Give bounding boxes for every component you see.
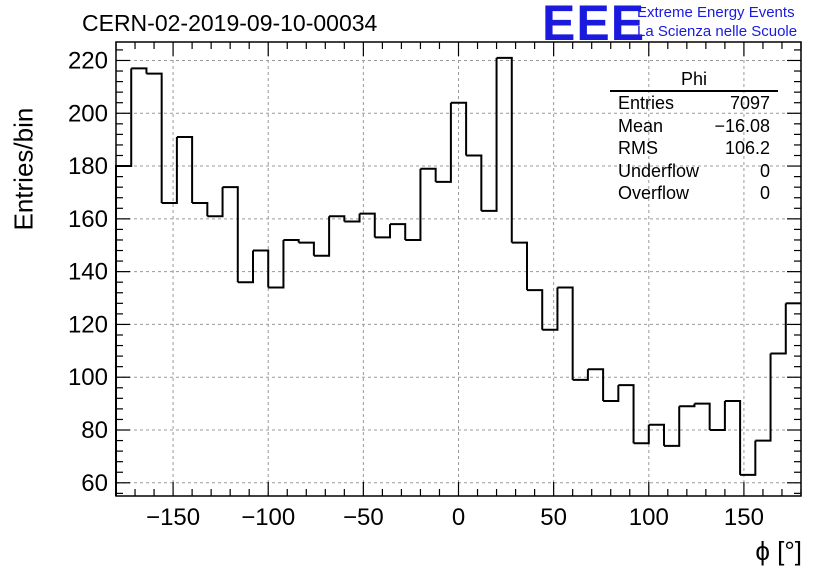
histogram-bin [253, 249, 270, 288]
stats-value: 0 [759, 160, 770, 181]
histogram-bin [587, 368, 605, 401]
x-tick-label: −50 [343, 504, 384, 531]
histogram-bin [633, 424, 650, 445]
stats-value: 7097 [729, 93, 770, 113]
histogram-bin [298, 241, 315, 256]
logo-caption-line-1: Extreme Energy Events [637, 4, 795, 21]
histogram-bin [237, 250, 254, 284]
histogram-bin [664, 406, 681, 447]
stats-label: Entries [618, 93, 675, 113]
stats-value: −16.08 [714, 115, 770, 136]
stats-row-entries: Entries 7097 [610, 92, 778, 115]
stats-row-mean: Mean −16.08 [610, 115, 778, 138]
histogram-bin [405, 168, 422, 241]
y-tick-label: 120 [68, 311, 108, 338]
histogram-bin [694, 402, 711, 431]
y-axis-label-wrap: Entries/bin [4, 107, 44, 231]
axes: −150 −100 −50 0 50 100 150 60 80 100 120 140 160 180 2… [68, 41, 802, 531]
stats-label: Overflow [618, 183, 690, 203]
histogram-bin [161, 137, 178, 205]
stats-row-underflow: Underflow 0 [610, 160, 778, 183]
logo-caption: Extreme Energy Events La Scienza nelle S… [637, 3, 797, 41]
histogram-bin [740, 440, 757, 476]
histogram-bin [648, 423, 665, 446]
stats-value: 0 [759, 183, 770, 203]
histogram-bin [466, 154, 483, 211]
histogram-bin [679, 403, 696, 408]
histogram-bin [176, 136, 194, 204]
histogram-bin [481, 57, 498, 212]
y-tick-label: 180 [68, 153, 108, 180]
histogram-bin [618, 384, 635, 444]
histogram-bin [755, 353, 772, 442]
y-axis-label: Entries/bin [8, 107, 39, 231]
histogram-bin [329, 215, 346, 222]
y-tick-label: 140 [68, 259, 108, 286]
stats-label: Underflow [618, 160, 700, 181]
stats-value: 106.2 [724, 138, 770, 158]
histogram-bin [390, 223, 407, 240]
histogram-bin [496, 56, 513, 243]
histogram-bin [268, 239, 285, 289]
histogram-bin [131, 67, 148, 74]
histogram-bin [207, 187, 224, 218]
histogram-bin [359, 212, 376, 238]
x-axis-label: ϕ [°] [755, 536, 802, 566]
histogram-bin [527, 289, 544, 330]
x-tick-label: 50 [540, 504, 567, 531]
x-tick-label: 0 [452, 504, 465, 531]
histogram-bin [770, 303, 787, 355]
histogram-bin [511, 241, 528, 291]
y-tick-label: 60 [81, 470, 108, 497]
x-tick-label: 150 [724, 504, 764, 531]
histogram-bin [435, 102, 452, 183]
histogram-bin [709, 400, 726, 432]
histogram-bin [283, 238, 300, 243]
stats-label: RMS [618, 138, 658, 158]
histogram-bin [374, 224, 391, 239]
histogram-bin [557, 286, 574, 380]
logo-caption-line-2: La Scienza nelle Scuole [637, 23, 798, 40]
histogram-bin [542, 287, 559, 331]
y-tick-label: 220 [68, 47, 108, 74]
histogram-bin [724, 399, 742, 475]
x-tick-label: 100 [629, 504, 669, 531]
y-tick-label: 100 [68, 364, 108, 391]
histogram-bin [313, 216, 331, 257]
chart-title: CERN-02-2019-09-10-00034 [82, 10, 378, 36]
histogram-series [115, 56, 801, 496]
histogram-bin [192, 202, 209, 217]
grid-lines [116, 42, 801, 496]
stats-label: Mean [618, 115, 664, 136]
stats-row-rms: RMS 106.2 [610, 137, 778, 160]
histogram-bin [572, 369, 589, 381]
histogram-bin [146, 72, 163, 204]
eee-logo: EEE [542, 0, 646, 51]
y-tick-label: 200 [68, 100, 108, 127]
stats-title: Phi [610, 68, 778, 92]
stats-row-overflow: Overflow 0 [610, 182, 778, 205]
y-tick-label: 80 [81, 417, 108, 444]
histogram-bin [420, 167, 437, 182]
y-tick-label: 160 [68, 206, 108, 233]
histogram-bin [450, 101, 468, 156]
x-tick-label: −100 [241, 504, 295, 531]
x-tick-label: −150 [146, 504, 200, 531]
histogram-bin [222, 186, 239, 283]
stats-box: Phi Entries 7097 Mean −16.08 RMS 106.2 U… [610, 68, 778, 205]
histogram-bin [603, 385, 620, 402]
histogram-bin [344, 213, 361, 223]
